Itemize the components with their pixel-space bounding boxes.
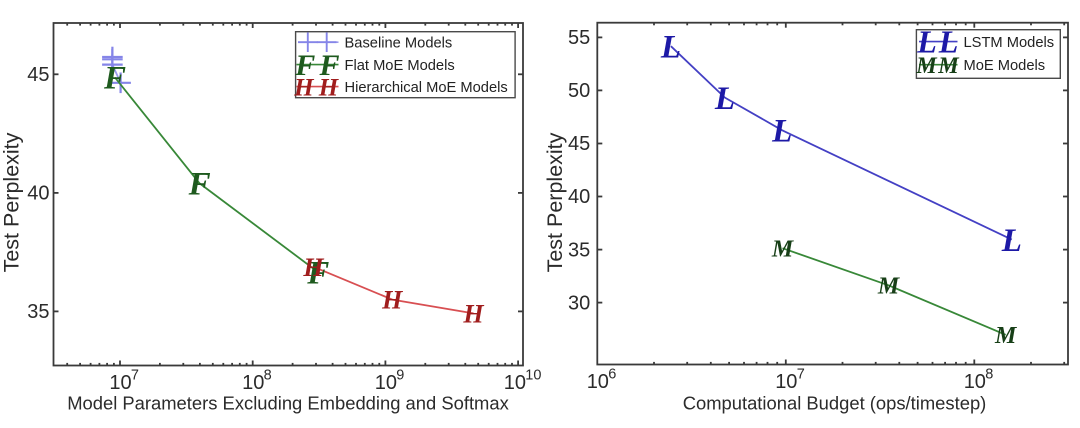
svg-text:35: 35 [568, 239, 590, 261]
svg-text:10: 10 [775, 371, 797, 393]
svg-text:10: 10 [109, 372, 131, 394]
svg-text:10: 10 [375, 372, 397, 394]
svg-text:F: F [306, 256, 329, 292]
svg-text:55: 55 [568, 27, 590, 49]
svg-text:Model Parameters Excluding Emb: Model Parameters Excluding Embedding and… [67, 393, 509, 414]
svg-text:L: L [916, 24, 937, 60]
svg-text:30: 30 [568, 292, 590, 314]
svg-text:10: 10 [525, 367, 541, 383]
svg-text:LSTM Models: LSTM Models [964, 35, 1055, 51]
svg-text:Baseline Models: Baseline Models [345, 36, 453, 52]
svg-text:H: H [318, 74, 340, 101]
svg-text:10: 10 [242, 372, 264, 394]
svg-text:7: 7 [797, 366, 805, 382]
svg-text:H: H [462, 299, 484, 328]
svg-text:9: 9 [396, 367, 404, 383]
svg-text:M: M [915, 53, 938, 78]
svg-text:M: M [937, 53, 960, 78]
svg-text:7: 7 [131, 367, 139, 383]
svg-text:L: L [771, 114, 792, 150]
svg-text:Hierarchical MoE Models: Hierarchical MoE Models [345, 80, 508, 96]
svg-text:F: F [188, 167, 211, 203]
svg-text:H: H [293, 74, 315, 101]
svg-text:H: H [381, 286, 403, 315]
svg-text:40: 40 [27, 183, 49, 205]
svg-text:H: H [302, 253, 324, 282]
svg-text:10: 10 [587, 371, 609, 393]
svg-text:F: F [294, 49, 315, 82]
svg-text:50: 50 [568, 80, 590, 102]
svg-text:8: 8 [985, 366, 993, 382]
svg-text:8: 8 [264, 367, 272, 383]
svg-text:L: L [660, 29, 681, 65]
svg-text:35: 35 [27, 301, 49, 323]
svg-text:6: 6 [608, 366, 616, 382]
svg-text:Test Perplexity: Test Perplexity [543, 132, 567, 272]
svg-text:10: 10 [504, 372, 526, 394]
svg-text:M: M [877, 274, 901, 300]
svg-text:F: F [103, 61, 126, 97]
svg-text:M: M [771, 237, 795, 263]
svg-text:Flat MoE Models: Flat MoE Models [345, 58, 455, 74]
svg-text:L: L [714, 81, 735, 117]
svg-text:MoE Models: MoE Models [964, 58, 1046, 74]
svg-text:M: M [994, 323, 1018, 349]
svg-text:45: 45 [27, 64, 49, 86]
svg-text:L: L [1001, 223, 1022, 259]
svg-text:Computational Budget (ops/time: Computational Budget (ops/timestep) [683, 393, 987, 414]
svg-text:45: 45 [568, 133, 590, 155]
svg-text:40: 40 [568, 186, 590, 208]
svg-text:Test Perplexity: Test Perplexity [0, 132, 24, 272]
svg-text:10: 10 [964, 371, 986, 393]
svg-text:F: F [318, 49, 339, 82]
svg-text:L: L [938, 24, 959, 60]
